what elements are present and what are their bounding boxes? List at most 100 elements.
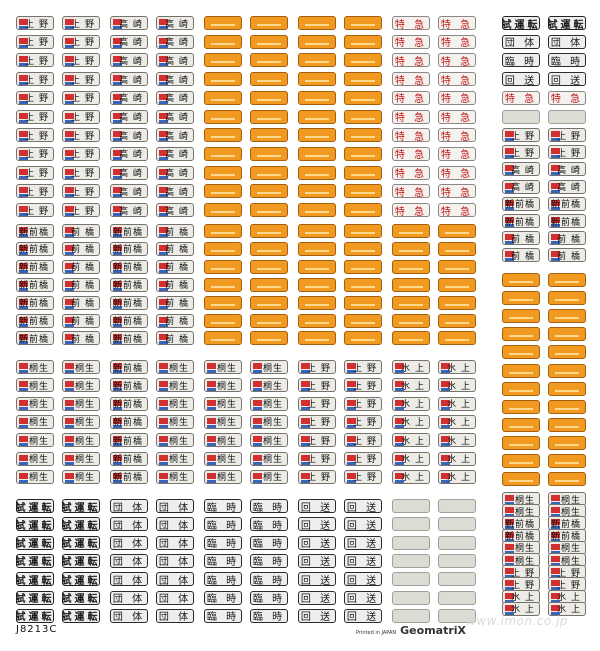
destination-plate: 高 崎 <box>110 34 148 49</box>
line-mark <box>159 44 168 48</box>
line-mark <box>113 75 122 82</box>
destination-plate: 前 橋 <box>548 231 586 246</box>
line-mark <box>19 93 28 100</box>
line-mark <box>505 172 514 176</box>
destination-label: 水 上 <box>401 363 425 374</box>
destination-plate: 高 崎 <box>548 179 586 194</box>
destination-label: 桐生 <box>74 455 95 465</box>
destination-plate: 高 崎 <box>156 34 194 49</box>
line-mark <box>113 388 122 392</box>
blank-plate <box>438 499 476 513</box>
plate-stripe <box>305 249 329 252</box>
destination-plate: 桐生 <box>250 451 288 466</box>
line-mark <box>19 26 28 29</box>
plate-label: 臨 時 <box>252 594 286 605</box>
plate-label: 特 急 <box>550 94 584 105</box>
line-mark <box>505 165 514 172</box>
orange-route-plate <box>502 381 540 396</box>
line-mark <box>19 194 28 198</box>
plate-stripe <box>257 98 281 101</box>
plate-label: 回 送 <box>346 557 380 568</box>
line-mark <box>65 406 74 410</box>
destination-label: 新前橋 <box>112 245 143 256</box>
destination-label: 上 野 <box>25 19 49 30</box>
destination-label: 桐生 <box>168 473 189 484</box>
line-mark <box>113 436 122 443</box>
plate-label: 特 急 <box>440 94 474 105</box>
destination-plate: 高 崎 <box>502 179 540 194</box>
line-mark <box>113 381 122 388</box>
destination-plate: 桐生 <box>156 451 194 466</box>
destination-label: 上 野 <box>71 19 95 30</box>
line-mark <box>505 531 514 538</box>
line-mark <box>65 334 74 341</box>
orange-route-plate <box>344 128 382 143</box>
destination-label: 桐生 <box>514 556 535 567</box>
line-mark <box>159 251 168 255</box>
line-mark <box>347 436 356 443</box>
line-mark <box>551 543 560 550</box>
destination-plate: 桐生 <box>16 360 54 374</box>
orange-route-plate <box>502 273 540 287</box>
line-mark <box>441 479 450 483</box>
plate-label: 試運転 <box>16 612 54 623</box>
destination-plate: 上 野 <box>62 53 100 68</box>
plate-label: 特 急 <box>440 38 474 49</box>
destination-label: 水 上 <box>401 400 425 411</box>
line-mark <box>159 406 168 410</box>
destination-plate: 新前橋 <box>110 224 148 238</box>
line-mark <box>159 479 168 483</box>
plate-label: 特 急 <box>394 131 428 143</box>
plate-label: 回 送 <box>300 502 334 513</box>
line-mark <box>19 262 28 269</box>
orange-route-plate <box>250 277 288 292</box>
line-mark <box>159 213 168 216</box>
plate-stripe <box>445 249 469 252</box>
destination-plate: 前 橋 <box>156 277 194 292</box>
destination-plate: 新前橋 <box>110 433 148 448</box>
line-mark <box>253 436 262 443</box>
destination-label: 新前橋 <box>112 363 143 374</box>
orange-route-plate <box>250 16 288 30</box>
service-plate: 臨 時 <box>204 553 242 568</box>
orange-route-plate <box>298 90 336 105</box>
orange-route-plate <box>392 331 430 346</box>
orange-route-plate <box>250 128 288 143</box>
destination-label: 上 野 <box>353 381 377 392</box>
line-mark <box>441 406 450 410</box>
destination-label: 水 上 <box>447 418 471 429</box>
destination-plate: 前 橋 <box>62 277 100 292</box>
line-mark <box>441 399 450 406</box>
service-plate: 回 送 <box>344 553 382 568</box>
plate-label: 回 送 <box>346 520 380 532</box>
destination-label: 桐生 <box>28 400 49 411</box>
destination-label: 高 崎 <box>165 150 189 161</box>
line-mark <box>441 443 450 447</box>
service-plate: 試運転 <box>62 608 100 623</box>
plate-stripe <box>211 136 235 139</box>
destination-label: 前 橋 <box>165 245 189 256</box>
plate-label: 特 急 <box>394 169 428 180</box>
destination-plate: 高 崎 <box>156 109 194 124</box>
plate-label: 団 体 <box>112 557 146 568</box>
line-mark <box>505 495 514 501</box>
destination-label: 上 野 <box>353 455 377 465</box>
plate-stripe <box>305 42 329 45</box>
line-mark <box>113 287 122 291</box>
destination-plate: 新前橋 <box>16 331 54 346</box>
plate-label: 特 急 <box>394 94 428 105</box>
line-mark <box>19 388 28 392</box>
plate-stripe <box>211 80 235 83</box>
plate-label: 回 送 <box>346 539 380 550</box>
orange-route-plate <box>204 146 242 161</box>
line-mark <box>19 479 28 483</box>
service-plate: 団 体 <box>156 535 194 550</box>
plate-stripe <box>351 267 375 270</box>
destination-label: 桐生 <box>216 363 237 374</box>
orange-route-plate <box>250 331 288 346</box>
line-mark <box>505 519 514 526</box>
destination-plate: 上 野 <box>16 90 54 105</box>
line-mark <box>113 19 122 25</box>
destination-plate: 桐生 <box>250 360 288 374</box>
